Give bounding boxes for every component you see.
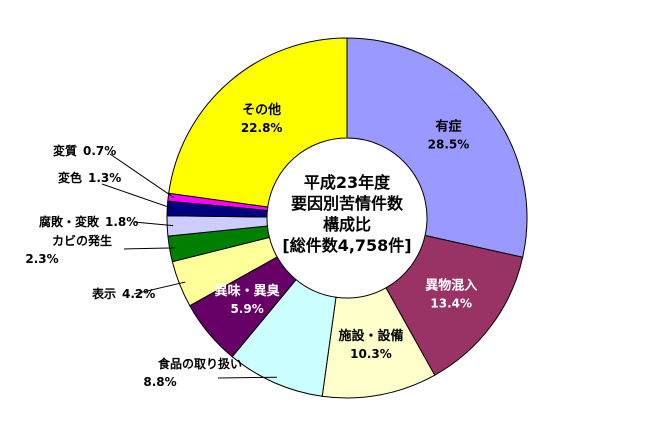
center-text-line-1: 要因別苦情件数	[291, 194, 404, 213]
slice-0	[346, 37, 528, 258]
slice-value-2: 10.3%	[350, 347, 392, 361]
slice-value-0: 28.5%	[428, 138, 470, 152]
leader-line-3	[217, 376, 277, 379]
leader-line-6	[123, 247, 176, 250]
leader-line-8	[101, 183, 174, 210]
slice-label-9: 変質	[53, 143, 77, 158]
slice-value-8: 1.3%	[88, 171, 121, 185]
slice-label-8: 変色	[58, 170, 82, 185]
slice-value-9: 0.7%	[83, 144, 116, 158]
slice-value-10: 22.8%	[241, 121, 283, 135]
slice-label-1: 異物混入	[425, 278, 477, 294]
leader-line-7	[133, 221, 174, 227]
chart-slices	[166, 37, 528, 399]
slice-label-2: 施設・設備	[338, 328, 403, 344]
slice-value-3: 8.8%	[143, 375, 176, 389]
leader-line-9	[109, 153, 175, 199]
center-text-line-3: [総件数4,758件]	[282, 236, 411, 255]
slice-value-7: 1.8%	[105, 215, 138, 229]
slice-label-3: 食品の取り扱い	[157, 356, 242, 371]
leader-line-5	[133, 281, 186, 295]
slice-label-0: 有症	[435, 119, 461, 135]
slice-label-4: 異味・異臭	[215, 283, 280, 299]
center-text-line-2: 構成比	[323, 215, 371, 234]
leader-lines	[101, 153, 277, 379]
slice-label-5: 表示	[91, 286, 116, 301]
slice-labels: 有症 28.5% 異物混入 13.4% 施設・設備 10.3% 異味・異臭 5.9% その他 22…	[25, 102, 477, 389]
slice-label-7: 腐敗・変敗	[39, 214, 100, 229]
slice-value-6: 2.3%	[25, 252, 58, 266]
slice-label-10: その他	[242, 102, 281, 118]
center-text-line-0: 平成23年度	[304, 173, 391, 192]
slice-value-4: 5.9%	[230, 302, 263, 316]
slice-value-1: 13.4%	[430, 297, 472, 311]
slice-label-6: カビの発生	[52, 233, 112, 248]
slice-10	[168, 37, 348, 208]
slice-value-5: 4.2%	[122, 287, 155, 301]
